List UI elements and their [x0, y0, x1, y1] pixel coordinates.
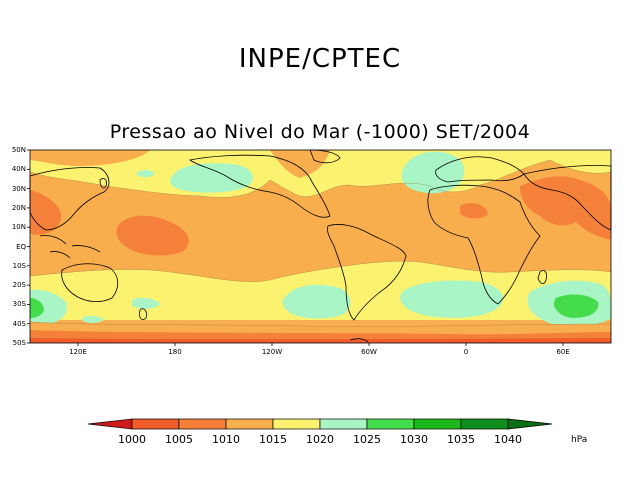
- lat-label: 20S: [12, 281, 26, 289]
- colorbar-label: 1025: [353, 433, 381, 446]
- colorbar-label: 1035: [447, 433, 475, 446]
- coastlines: [29, 149, 612, 343]
- lat-label: 20N: [11, 204, 26, 212]
- fill-africa-asia-1005: [520, 176, 611, 240]
- coast-new-zealand: [139, 308, 147, 320]
- colorbar: [87, 418, 553, 430]
- lat-label: 30N: [11, 185, 26, 193]
- colorbar-swatch-1035-1040: [460, 418, 509, 430]
- colorbar-label: 1010: [212, 433, 240, 446]
- fill-south-indian-1025: [553, 294, 599, 318]
- colorbar-swatch-1000-1005: [131, 418, 180, 430]
- colorbar-label: 1005: [165, 433, 193, 446]
- lon-ticks: [77, 343, 564, 346]
- coast-antarctic-peninsula: [349, 338, 369, 343]
- lat-ticks: [27, 149, 30, 344]
- fill-south-aus-1020: [132, 297, 160, 309]
- coast-indonesia: [39, 235, 101, 259]
- lat-label: 40N: [11, 165, 26, 173]
- fill-north-atlantic-1020: [401, 151, 465, 194]
- colorbar-swatch-1015-1020: [272, 418, 321, 430]
- fill-south-west-1025: [30, 298, 44, 318]
- lon-label: 120E: [69, 348, 87, 356]
- contour-south-1010: [29, 321, 612, 327]
- lon-label: 60W: [361, 348, 377, 356]
- contour-north-1015: [29, 159, 612, 198]
- coast-east-asia: [29, 167, 110, 231]
- colorbar-swatch-1010-1015: [225, 418, 274, 430]
- lat-label: 50N: [11, 146, 26, 154]
- coast-south-america: [327, 224, 407, 321]
- coast-greenland: [309, 149, 341, 164]
- fill-north-1010-atl: [270, 150, 330, 178]
- lon-label: 60E: [556, 348, 570, 356]
- colorbar-arrow-low: [87, 418, 133, 430]
- lon-label: 180: [168, 348, 182, 356]
- fill-north-1020-small: [136, 170, 155, 178]
- map-title: Pressao ao Nivel do Mar (-1000) SET/2004: [109, 121, 531, 143]
- colorbar-arrow-high: [507, 418, 553, 430]
- colorbar-swatch-1030-1035: [413, 418, 462, 430]
- coast-australia: [61, 263, 119, 302]
- lat-label: 10N: [11, 223, 26, 231]
- lon-label: 120W: [261, 348, 283, 356]
- fill-pacific-1005: [116, 215, 189, 256]
- colorbar-label: 1015: [259, 433, 287, 446]
- lat-label: 10S: [12, 262, 26, 270]
- colorbar-unit: hPa: [571, 435, 588, 445]
- contour-lines: [29, 159, 612, 327]
- colorbar-label: 1020: [306, 433, 334, 446]
- coast-europe: [435, 156, 525, 183]
- colorbar-label: 1040: [494, 433, 522, 446]
- lat-label: 40S: [12, 320, 26, 328]
- organization-title: INPE/CPTEC: [238, 44, 402, 74]
- fill-north-pacific-1020: [170, 163, 253, 193]
- fill-south-1020-small: [82, 315, 104, 323]
- lat-label: EQ: [16, 243, 26, 251]
- fill-sahara-1005: [460, 203, 488, 219]
- contour-south-1015: [29, 260, 612, 282]
- lon-label: 0: [463, 348, 469, 356]
- colorbar-swatch-1005-1010: [178, 418, 227, 430]
- coast-north-america: [189, 154, 331, 218]
- coast-asia: [523, 165, 612, 231]
- fill-south-pacific-1020: [282, 284, 351, 319]
- colorbar-swatch-1025-1030: [366, 418, 415, 430]
- fill-south-atlantic-1020: [400, 280, 504, 318]
- colorbar-label: 1030: [400, 433, 428, 446]
- fill-south-ocean-1000: [30, 338, 611, 343]
- coast-africa: [427, 184, 541, 305]
- lat-label: 50S: [12, 339, 26, 347]
- colorbar-label: 1000: [118, 433, 146, 446]
- fill-north-1010-band: [30, 150, 150, 166]
- colorbar-swatch-1020-1025: [319, 418, 368, 430]
- lat-label: 30S: [12, 300, 26, 308]
- pressure-field: [29, 149, 612, 343]
